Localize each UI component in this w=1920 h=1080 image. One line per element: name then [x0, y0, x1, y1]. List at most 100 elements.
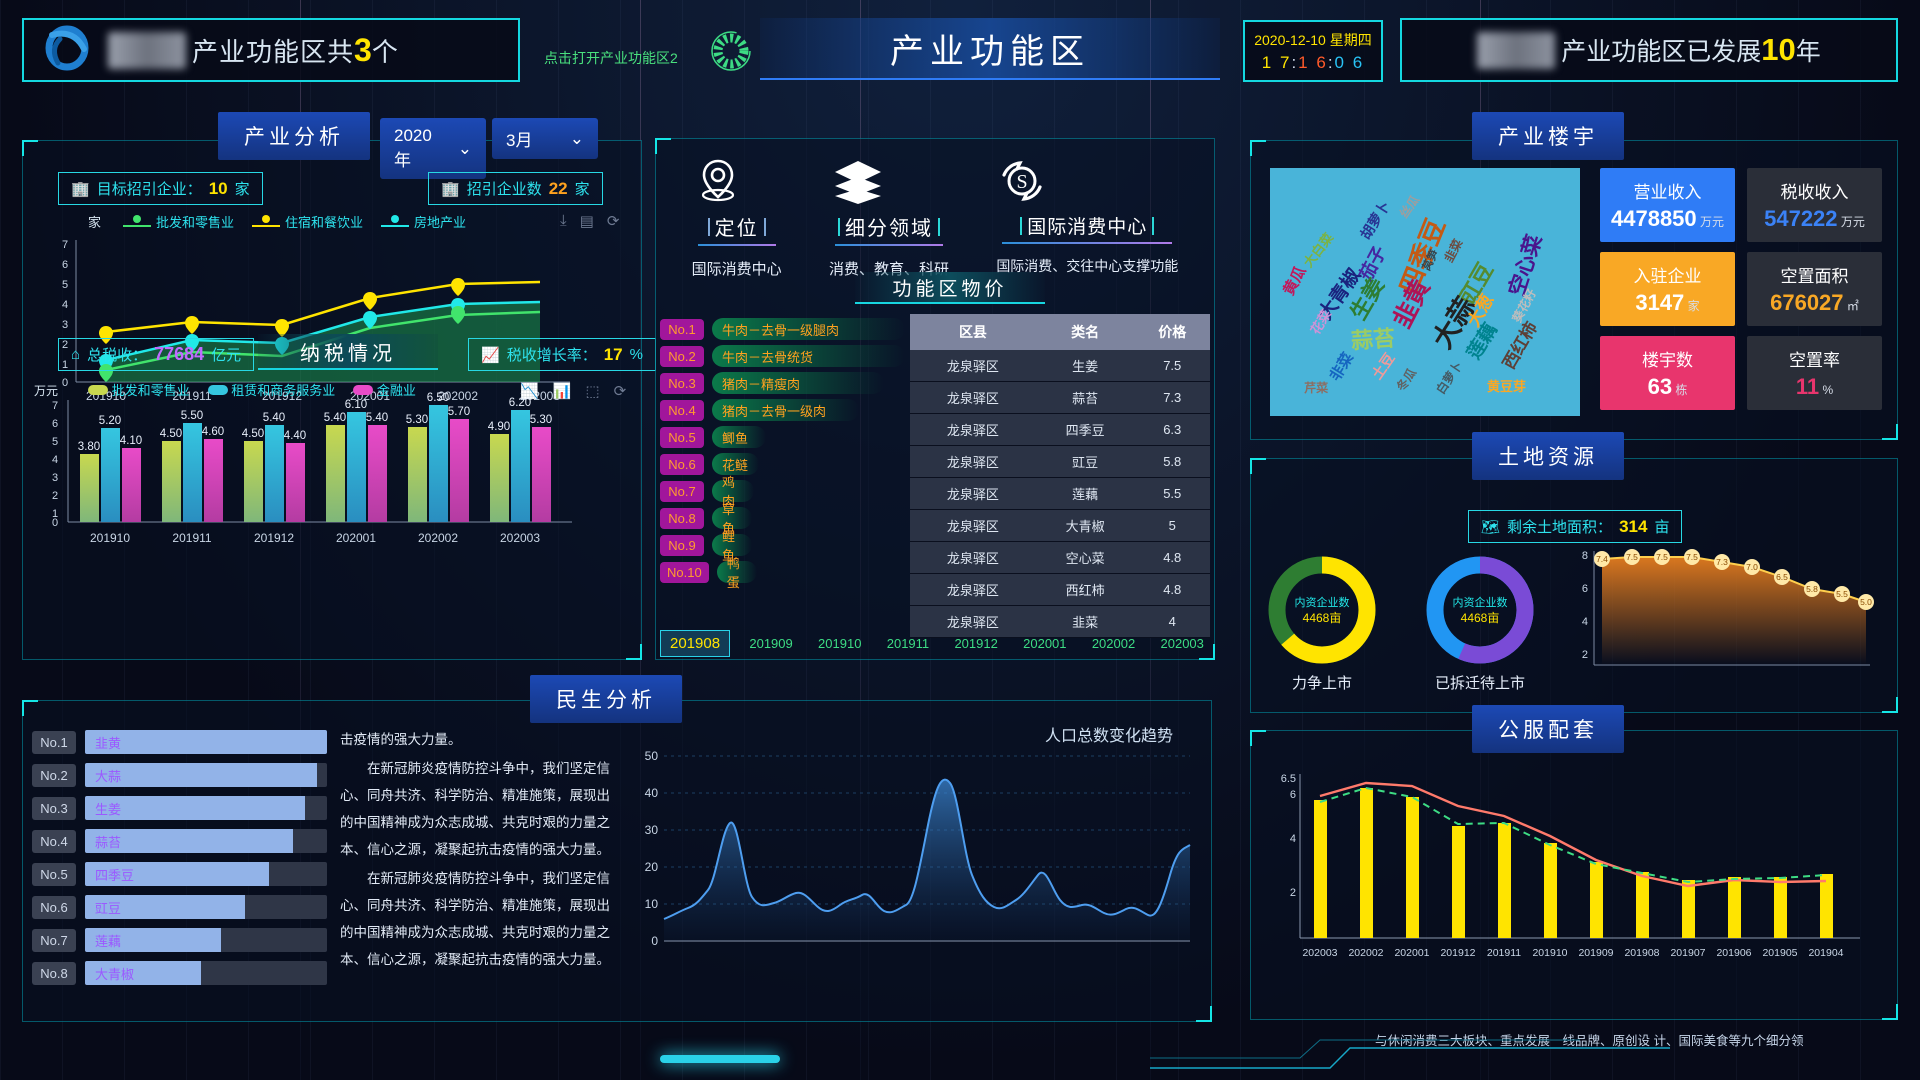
bar-chart-icon[interactable]: 📊 [552, 383, 572, 400]
svg-text:6.10: 6.10 [345, 399, 367, 411]
timeline-item[interactable]: 201911 [886, 636, 930, 651]
timeline-bar[interactable]: 201908 201909 201910 201911 201912 202001 2020… [660, 630, 1210, 657]
livelihood-rank-no: No.7 [32, 928, 76, 952]
timeline-item[interactable]: 201912 [954, 636, 998, 651]
ranking-row[interactable]: No.2 牛肉－去骨统货 [660, 345, 905, 367]
metric-card[interactable]: 楼宇数 63 栋 [1600, 336, 1735, 410]
timeline-item[interactable]: 202003 [1160, 636, 1204, 651]
center-link[interactable]: 点击打开产业功能区2 [544, 48, 678, 68]
livelihood-rank-no: No.4 [32, 829, 76, 853]
refresh-icon[interactable]: ⟳ [606, 213, 620, 230]
svg-text:40: 40 [645, 786, 659, 800]
total-tax-unit: 亿元 [211, 347, 242, 364]
header-right-box: 成都市 产业功能区已发展 10 年 [1400, 18, 1898, 82]
list-item[interactable]: No.7 莲藕 [32, 928, 327, 952]
center-link-label[interactable]: 点击打开产业功能区2 [544, 50, 678, 66]
svg-text:2: 2 [52, 490, 58, 502]
metric-title: 楼宇数 [1642, 351, 1693, 370]
trend-chart-icon: 📈 [481, 346, 500, 364]
svg-text:201908: 201908 [1624, 947, 1659, 959]
ranking-no: No.3 [660, 372, 704, 394]
year-select[interactable]: 2020年 ⌄ [380, 118, 486, 179]
ranking-row[interactable]: No.4 猪肉－去骨一级肉 [660, 399, 905, 421]
legend-label-realestate[interactable]: 房地产业 [414, 215, 467, 230]
table-cell: 龙泉驿区 [910, 477, 1036, 510]
function-item-location[interactable]: 定位 国际消费中心 [692, 155, 782, 279]
word-cloud-item: 白萝卜 [1433, 358, 1466, 397]
metric-card[interactable]: 入驻企业 3147 家 [1600, 252, 1735, 326]
loading-ring-icon[interactable] [708, 28, 754, 74]
legend-label-tax-wholesale[interactable]: 批发和零售业 [111, 383, 190, 398]
public-service-panel [1250, 730, 1898, 1020]
list-item[interactable]: No.3 生姜 [32, 796, 327, 820]
legend-label-tax-finance[interactable]: 金融业 [376, 383, 416, 398]
ranking-row[interactable]: No.5 鲫鱼 [660, 426, 905, 448]
ranking-row[interactable]: No.3 猪肉－精瘦肉 [660, 372, 905, 394]
ranking-no: No.9 [660, 534, 704, 556]
livelihood-para-2: 在新冠肺炎疫情防控斗争中，我们坚定信心、同舟共济、科学防治、精准施策，展现出的中… [340, 871, 610, 967]
ranking-row[interactable]: No.7 鸡肉 [660, 475, 905, 509]
svg-text:202002: 202002 [418, 531, 458, 545]
metric-card[interactable]: 空置面积 676027 ㎡ [1747, 252, 1882, 326]
timeline-item[interactable]: 202001 [1023, 636, 1067, 651]
refresh-icon[interactable]: ⟳ [613, 383, 627, 400]
list-item[interactable]: No.8 大青椒 [32, 961, 327, 985]
chart-toolbar-bar[interactable]: 📉 📊 ⬚ ⟳ [520, 382, 626, 400]
tax-growth-label: 税收增长率： [506, 347, 597, 364]
table-row[interactable]: 龙泉驿区 大青椒 5 [910, 509, 1210, 542]
table-cell: 蒜苔 [1035, 381, 1135, 414]
svg-text:6: 6 [62, 259, 68, 271]
legend-label-wholesale[interactable]: 批发和零售业 [156, 215, 235, 230]
table-row[interactable]: 龙泉驿区 韭菜 4 [910, 605, 1210, 638]
table-row[interactable]: 龙泉驿区 蒜苔 7.3 [910, 381, 1210, 414]
list-item[interactable]: No.6 豇豆 [32, 895, 327, 919]
timeline-item[interactable]: 201910 [818, 636, 862, 651]
price-table-body: 龙泉驿区 生姜 7.5 龙泉驿区 蒜苔 7.3 龙泉驿区 四季豆 6.3 龙泉驿区 豇豆 5.8 龙泉驿… [910, 350, 1210, 638]
table-row[interactable]: 龙泉驿区 莲藕 5.5 [910, 477, 1210, 510]
timeline-item[interactable]: 201909 [749, 636, 793, 651]
tax-home-icon: ⌂ [71, 346, 81, 363]
table-row[interactable]: 龙泉驿区 四季豆 6.3 [910, 413, 1210, 446]
timeline-item[interactable]: 202002 [1091, 636, 1136, 651]
svg-text:5.40: 5.40 [366, 412, 388, 424]
chart-toolbar-line[interactable]: ⤓ ▤ ⟳ [560, 212, 619, 230]
metric-card[interactable]: 营业收入 4478850 万元 [1600, 168, 1735, 242]
svg-text:201911: 201911 [172, 389, 211, 403]
metric-value: 11 % [1795, 374, 1834, 399]
table-cell: 龙泉驿区 [910, 350, 1036, 382]
timeline-item[interactable]: 201908 [660, 630, 731, 657]
table-row[interactable]: 龙泉驿区 豇豆 5.8 [910, 445, 1210, 478]
month-select[interactable]: 3月 ⌄ [492, 118, 598, 159]
legend-label-hospitality[interactable]: 住宿和餐饮业 [285, 215, 364, 230]
svg-text:20: 20 [645, 860, 659, 874]
metric-card[interactable]: 空置率 11 % [1747, 336, 1882, 410]
data-view-icon[interactable]: ▤ [579, 213, 594, 230]
legend-label-tax-leasing[interactable]: 租赁和商务服务业 [231, 383, 336, 398]
svg-text:7.5: 7.5 [1686, 552, 1698, 562]
word-cloud: 大白菜 黄瓜 胡萝卜 丝瓜 四季豆 茄子 大青椒 生姜 韭黄 空心菜 豇豆 韭菜 莴笋 大蒜 大葱 蒜苔 花菜莲… [1270, 168, 1580, 416]
cube-icon[interactable]: ⬚ [585, 383, 600, 400]
svg-text:201909: 201909 [1578, 947, 1613, 959]
location-icon [701, 159, 734, 202]
svg-text:202003: 202003 [500, 531, 540, 545]
ranking-row[interactable]: No.1 牛肉－去骨一级腿肉 [660, 318, 905, 340]
function-item-consumption[interactable]: S 国际消费中心 国际消费、交往中心支撑功能 [996, 155, 1178, 279]
line-chart-icon[interactable]: 📉 [520, 383, 539, 400]
list-item[interactable]: No.5 四季豆 [32, 862, 327, 886]
table-row[interactable]: 龙泉驿区 空心菜 4.8 [910, 541, 1210, 574]
header-right-text-post: 年 [1795, 38, 1821, 66]
metric-card[interactable]: 税收收入 547222 万元 [1747, 168, 1882, 242]
livelihood-rank-name: 韭黄 [95, 736, 122, 751]
ranking-row[interactable]: No.6 花鲢 [660, 453, 905, 475]
ranking-row[interactable]: No.9 鲤鱼 [660, 529, 905, 563]
ranking-row[interactable]: No.8 草鱼 [660, 502, 905, 536]
table-row[interactable]: 龙泉驿区 西红柿 4.8 [910, 573, 1210, 606]
table-row[interactable]: 龙泉驿区 生姜 7.5 [910, 350, 1210, 382]
ranking-row[interactable]: No.10 鸭蛋 [660, 556, 905, 590]
function-item-subfield[interactable]: 细分领域 消费、教育、科研 [829, 155, 949, 279]
list-item[interactable]: No.1 韭黄 [32, 730, 327, 754]
list-item[interactable]: No.2 大蒜 [32, 763, 327, 787]
svg-text:4.10: 4.10 [120, 435, 142, 447]
list-item[interactable]: No.4 蒜苔 [32, 829, 327, 853]
download-icon[interactable]: ⤓ [560, 212, 567, 229]
